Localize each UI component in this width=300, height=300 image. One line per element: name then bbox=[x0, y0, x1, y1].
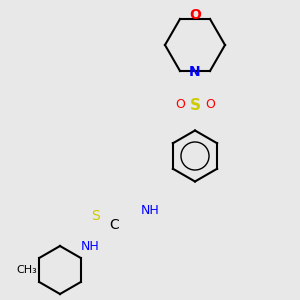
Text: S: S bbox=[190, 98, 200, 112]
Text: N: N bbox=[189, 65, 201, 79]
Text: CH₃: CH₃ bbox=[16, 265, 38, 275]
Text: O: O bbox=[175, 98, 185, 112]
Text: O: O bbox=[205, 98, 215, 112]
Text: C: C bbox=[109, 218, 119, 232]
Text: S: S bbox=[92, 209, 100, 223]
Text: O: O bbox=[189, 8, 201, 22]
Text: NH: NH bbox=[141, 203, 159, 217]
Text: NH: NH bbox=[81, 239, 99, 253]
